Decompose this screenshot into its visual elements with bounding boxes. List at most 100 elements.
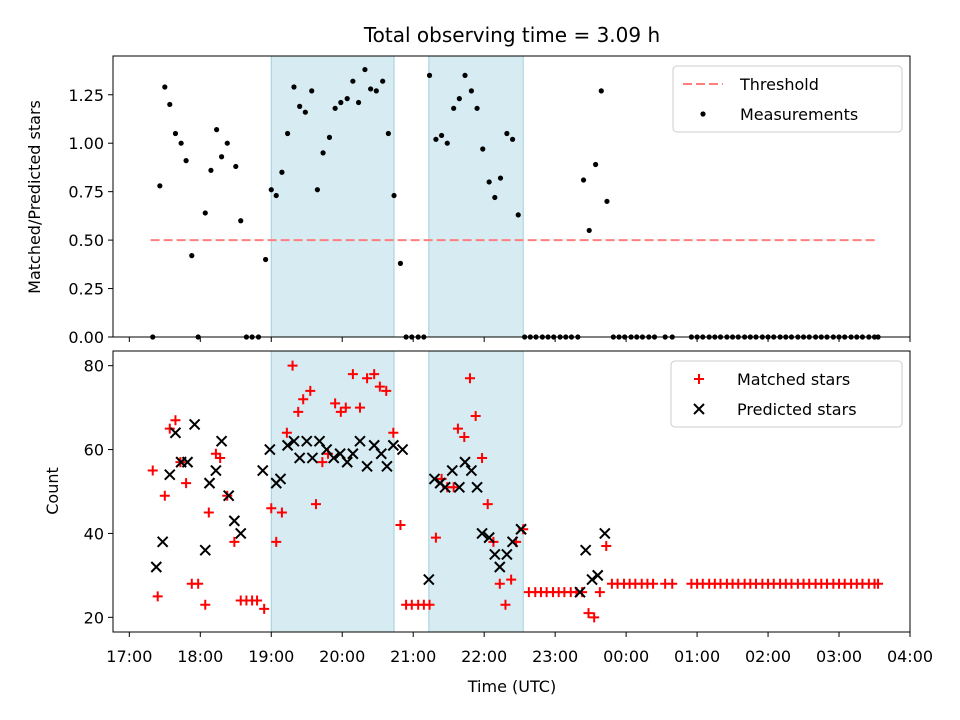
matched-star-marker: [424, 599, 435, 610]
bottom-series: [147, 360, 884, 623]
legend-matched-swatch: [694, 374, 704, 384]
matched-star-marker: [873, 578, 884, 589]
predicted-star-marker: [494, 561, 506, 573]
matched-star-marker: [667, 578, 678, 589]
measurement-point: [604, 198, 610, 204]
matched-star-marker: [381, 385, 392, 396]
measurement-point: [474, 105, 480, 111]
legend-label: Threshold: [739, 75, 819, 94]
matched-star-marker: [430, 532, 441, 543]
measurement-point: [391, 192, 397, 199]
bottom-ytick-label: 80: [84, 357, 104, 376]
measurement-point: [380, 78, 386, 84]
measurement-point: [183, 158, 189, 164]
matched-star-marker: [215, 452, 226, 463]
bottom-shaded-interval: [270, 350, 395, 633]
matched-star-marker: [482, 499, 493, 510]
measurement-point: [157, 183, 163, 189]
bottom-ylabel: Count: [43, 467, 62, 515]
xtick-label: 20:00: [319, 647, 365, 666]
bottom-axes-ticks: 20 40 60 80: [84, 357, 911, 637]
matched-star-marker: [500, 599, 511, 610]
measurement-point: [362, 66, 368, 73]
measurement-point: [208, 167, 214, 173]
matched-star-marker: [395, 520, 406, 531]
matched-star-marker: [452, 423, 463, 434]
matched-star-marker: [310, 499, 321, 510]
predicted-star-marker: [156, 536, 169, 548]
xtick-label: 17:00: [106, 647, 152, 666]
measurement-point: [202, 210, 208, 216]
measurement-point: [504, 130, 510, 137]
measurement-point: [593, 161, 599, 168]
measurement-point: [262, 256, 269, 263]
legend-predicted-swatch: [693, 403, 705, 415]
measurement-point: [189, 253, 195, 259]
measurement-point: [486, 179, 492, 185]
measurement-point: [291, 84, 297, 90]
matched-star-marker: [340, 402, 351, 413]
top-legend: Threshold Measurements: [672, 65, 903, 133]
predicted-star-marker: [483, 531, 495, 544]
predicted-star-marker: [347, 448, 359, 460]
matched-star-marker: [330, 398, 341, 409]
measurement-point: [268, 187, 274, 193]
predicted-star-marker: [199, 544, 211, 556]
predicted-star-marker: [515, 523, 527, 535]
measurement-point: [302, 109, 308, 115]
top-ytick-label: 0.00: [68, 328, 104, 347]
top-ylabel: Matched/Predicted stars: [25, 100, 44, 294]
xtick-label: 19:00: [248, 647, 294, 666]
measurement-point: [385, 130, 391, 137]
bottom-ytick-label: 60: [84, 441, 104, 460]
measurement-point: [314, 187, 320, 193]
top-ytick-label: 0.50: [68, 231, 104, 250]
measurement-point: [279, 169, 285, 175]
predicted-star-marker: [592, 569, 604, 582]
predicted-star-marker: [306, 452, 319, 464]
top-panel: 0.00 0.25 0.50 0.75 1.00 1.25 Matched/Predict…: [25, 55, 911, 347]
matched-star-marker: [287, 360, 298, 371]
matched-star-marker: [266, 503, 277, 514]
bottom-axes-frame: [112, 350, 911, 633]
predicted-star-marker: [579, 544, 592, 556]
matched-star-marker: [347, 369, 358, 380]
measurement-point: [350, 78, 356, 84]
matched-star-marker: [200, 599, 211, 610]
measurement-point: [497, 175, 504, 181]
predicted-star-marker: [235, 527, 247, 540]
predicted-star-marker: [181, 456, 194, 468]
matched-star-marker: [459, 431, 470, 442]
matched-star-marker: [648, 578, 659, 589]
predicted-star-marker: [453, 481, 466, 494]
xtick-label: 18:00: [177, 647, 223, 666]
predicted-star-marker: [506, 536, 519, 548]
xtick-label: 23:00: [532, 647, 578, 666]
xtick-label: 00:00: [603, 647, 649, 666]
matched-star-marker: [601, 541, 612, 552]
bottom-legend-box: [670, 360, 903, 428]
measurement-point: [426, 72, 433, 78]
predicted-star-marker: [354, 435, 366, 447]
top-axes-frame: [112, 55, 911, 338]
matched-star-marker: [369, 369, 380, 380]
matched-star-marker: [193, 578, 204, 589]
matched-star-marker: [281, 427, 292, 438]
measurement-point: [297, 103, 303, 109]
matched-star-marker: [448, 482, 459, 493]
matched-star-marker: [170, 415, 181, 426]
bottom-ytick-label: 20: [84, 608, 104, 627]
figure-title: Total observing time = 3.09 h: [363, 23, 660, 47]
legend-label: Predicted stars: [737, 400, 857, 419]
measurement-point: [224, 140, 230, 146]
matched-star-marker: [362, 373, 373, 384]
predicted-star-marker: [288, 435, 300, 447]
measurement-point: [586, 227, 592, 234]
matched-star-marker: [464, 373, 475, 384]
predicted-star-marker: [169, 427, 182, 439]
matched-star-marker: [374, 381, 385, 392]
matched-star-marker: [317, 457, 328, 468]
measurement-point: [456, 96, 462, 102]
measurement-point: [373, 88, 379, 94]
matched-star-marker: [159, 490, 170, 501]
